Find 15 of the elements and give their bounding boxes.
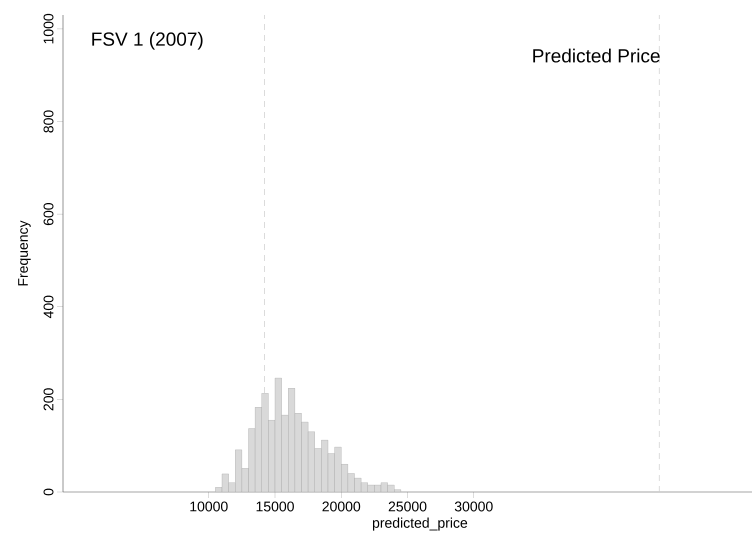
y-tick-label: 1000 <box>44 14 54 44</box>
annotation: FSV 1 (2007) <box>92 32 203 50</box>
x-tick-label: 15000 <box>256 502 294 512</box>
x-tick-label: 10000 <box>190 502 228 512</box>
y-tick-label: 600 <box>44 203 54 226</box>
x-tick-label: 20000 <box>322 502 360 512</box>
x-axis-title: predicted_price <box>372 518 468 531</box>
annotation: Predicted Price <box>533 48 660 63</box>
x-tick-label: 30000 <box>454 502 493 512</box>
y-tick-label: 400 <box>44 296 54 318</box>
y-axis-title: Frequency <box>18 220 31 286</box>
y-tick-label: 800 <box>44 110 54 133</box>
y-tick-label: 200 <box>44 388 54 410</box>
x-tick-label: 25000 <box>388 502 426 512</box>
y-tick-label: 0 <box>44 488 54 496</box>
